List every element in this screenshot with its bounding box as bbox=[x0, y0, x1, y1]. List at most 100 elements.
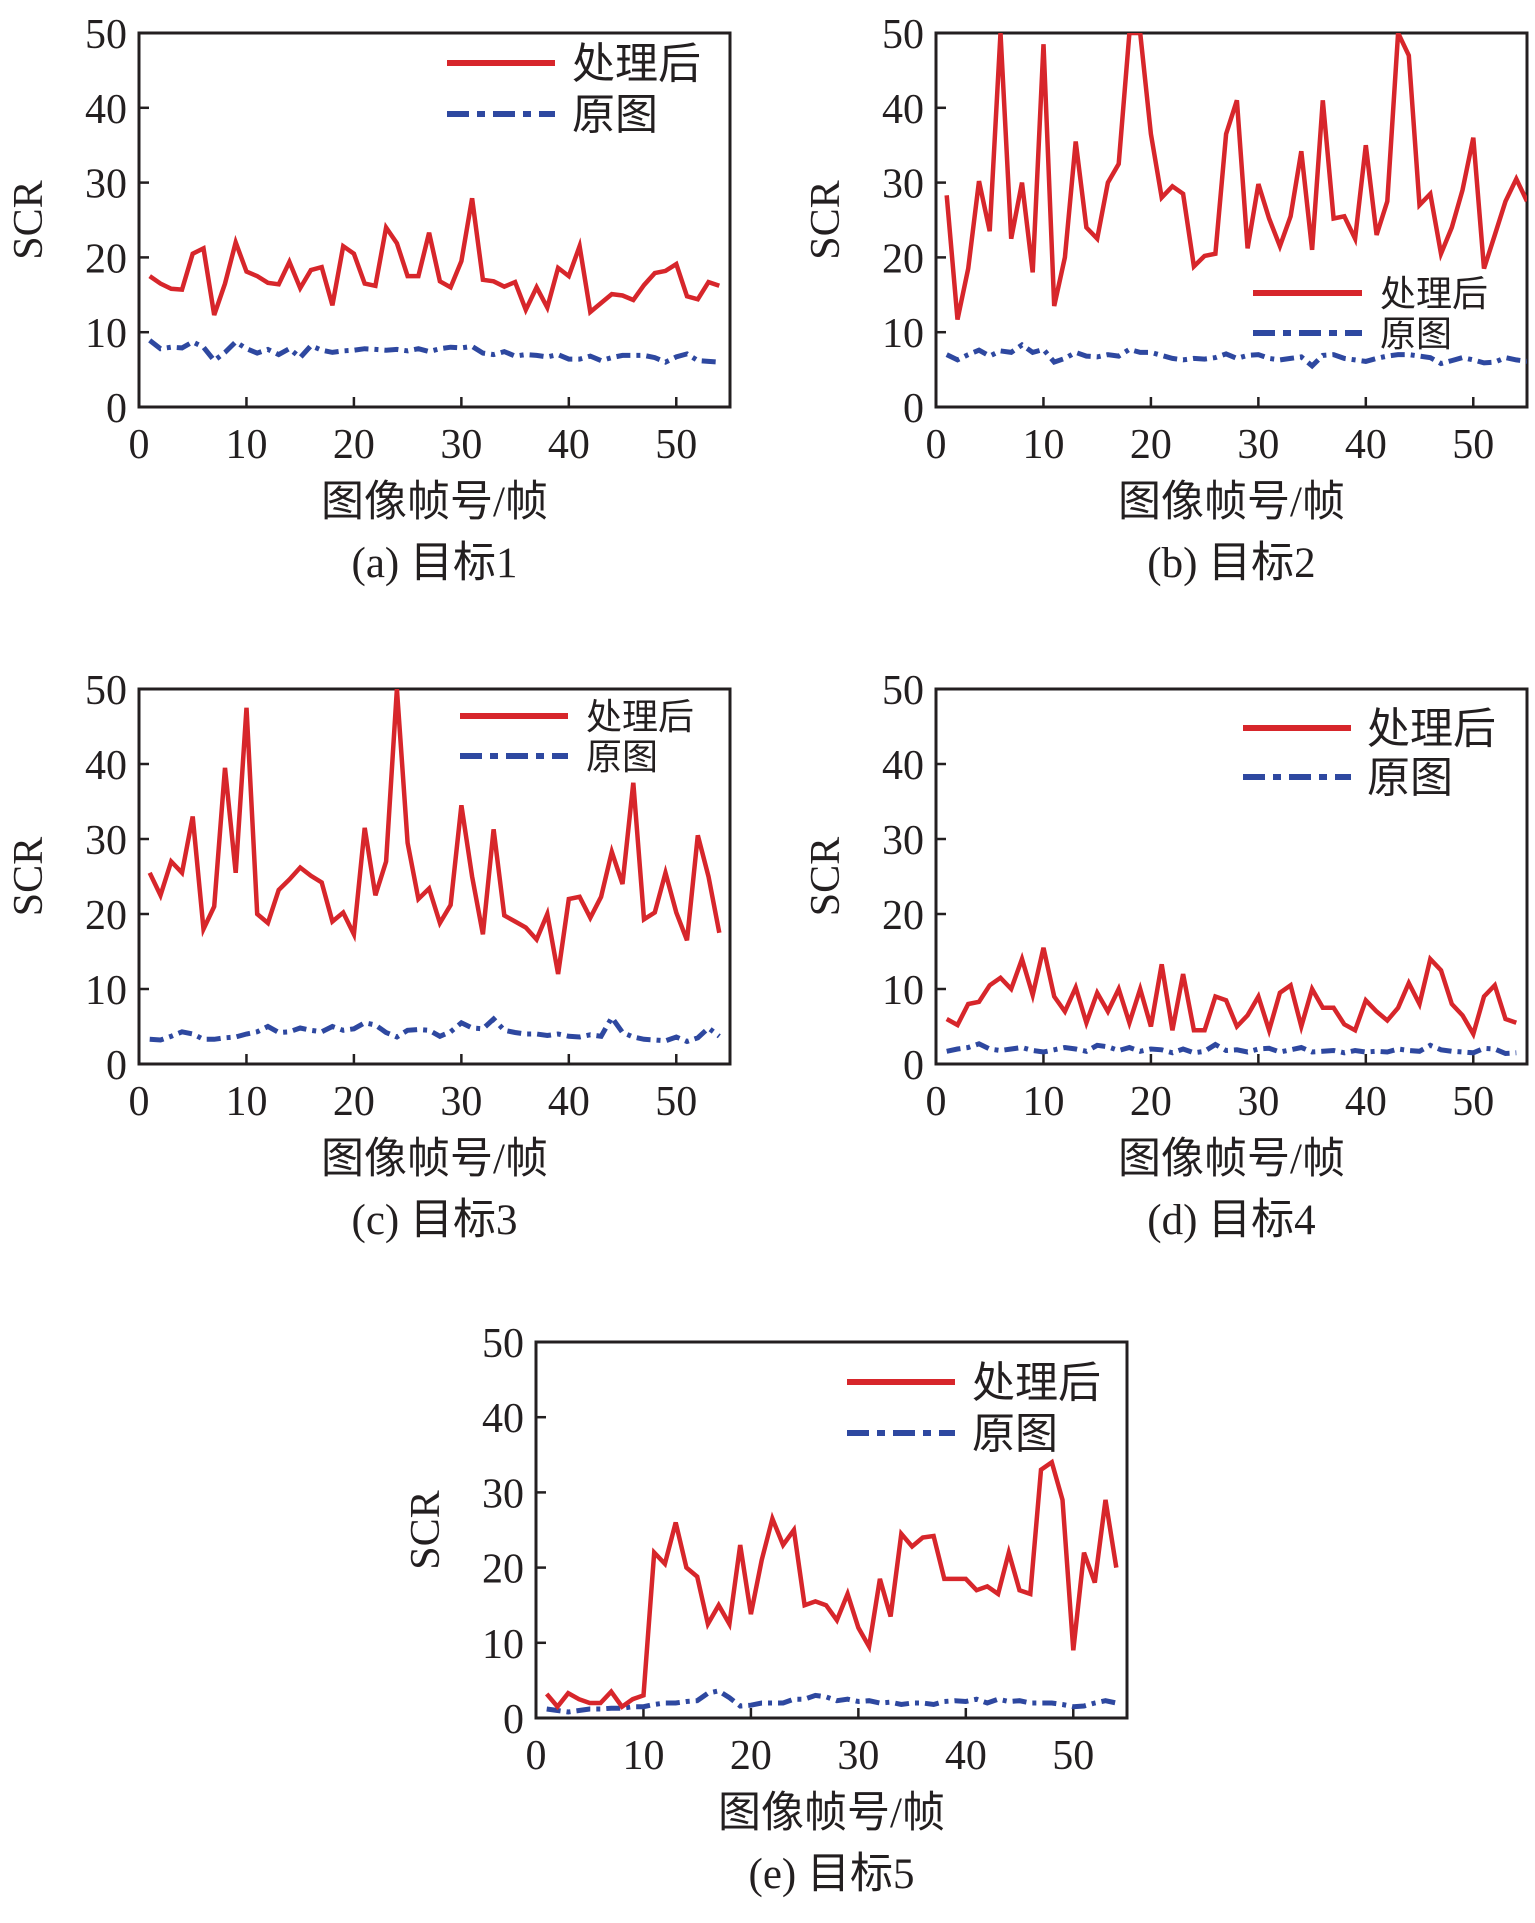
y-tick-label: 0 bbox=[106, 386, 127, 432]
chart-panel-4: 0 10 20 30 40 50 0 10 20 30 40 50 SCR 图像帧号/帧 (d) 目标4 处理… bbox=[803, 668, 1529, 1244]
series-line-processed bbox=[945, 947, 1518, 1040]
y-tick-label: 0 bbox=[903, 386, 924, 432]
x-axis-label: 图像帧号/帧 bbox=[718, 1790, 945, 1837]
y-tick-label: 10 bbox=[882, 311, 924, 357]
panel-caption: (d) 目标4 bbox=[1147, 1197, 1315, 1244]
y-tick-label: 0 bbox=[903, 1043, 924, 1089]
series-line-original bbox=[945, 341, 1527, 370]
y-tick-label: 50 bbox=[882, 668, 924, 714]
x-tick-label: 10 bbox=[225, 422, 267, 468]
panel-caption: (c) 目标3 bbox=[352, 1197, 518, 1244]
series-line-original bbox=[546, 1688, 1117, 1715]
legend-label-processed: 处理后 bbox=[572, 41, 701, 88]
legend-label-processed: 处理后 bbox=[972, 1360, 1101, 1407]
y-axis-label: SCR bbox=[403, 1490, 449, 1569]
panel-caption: (e) 目标5 bbox=[749, 1851, 915, 1898]
x-tick-label: 0 bbox=[129, 422, 150, 468]
x-tick-label: 30 bbox=[440, 422, 482, 468]
chart-panel-2: 0 10 20 30 40 50 0 10 20 30 40 50 SCR 图像帧号/帧 (b) 目标2 处理… bbox=[803, 12, 1529, 587]
y-tick-label: 10 bbox=[882, 968, 924, 1014]
x-tick-label: 0 bbox=[926, 422, 947, 468]
series-line-processed bbox=[944, 33, 1527, 320]
plot-frame bbox=[934, 687, 1529, 1066]
chart-panel-1: 0 10 20 30 40 50 0 10 20 30 40 50 SCR 图像帧号/帧 (a) 目标1 处理… bbox=[6, 12, 732, 587]
x-tick-label: 0 bbox=[926, 1079, 947, 1125]
series-line-processed bbox=[544, 1458, 1119, 1711]
x-tick-label: 20 bbox=[1130, 422, 1172, 468]
x-tick-label: 50 bbox=[1452, 1079, 1494, 1125]
y-tick-label: 10 bbox=[85, 311, 127, 357]
x-axis-label: 图像帧号/帧 bbox=[1118, 1136, 1345, 1183]
x-tick-label: 50 bbox=[1052, 1733, 1094, 1779]
y-tick-label: 30 bbox=[482, 1471, 524, 1517]
series-line-processed bbox=[147, 689, 722, 975]
y-axis-label: SCR bbox=[6, 837, 52, 916]
y-tick-label: 40 bbox=[882, 87, 924, 133]
plot-frame bbox=[534, 1340, 1129, 1720]
panel-caption: (b) 目标2 bbox=[1147, 540, 1315, 587]
x-tick-label: 10 bbox=[1022, 422, 1064, 468]
x-tick-label: 40 bbox=[548, 422, 590, 468]
series-line-processed bbox=[148, 197, 721, 317]
x-axis-label: 图像帧号/帧 bbox=[321, 1136, 548, 1183]
plot-frame bbox=[934, 31, 1529, 409]
y-axis-label: SCR bbox=[6, 180, 52, 259]
y-tick-label: 20 bbox=[882, 236, 924, 282]
x-axis-label: 图像帧号/帧 bbox=[1118, 479, 1345, 526]
legend-label-processed: 处理后 bbox=[1367, 706, 1496, 753]
y-tick-label: 0 bbox=[503, 1697, 524, 1743]
y-tick-label: 30 bbox=[882, 818, 924, 864]
y-tick-label: 40 bbox=[85, 743, 127, 789]
x-tick-label: 30 bbox=[1237, 1079, 1279, 1125]
y-tick-label: 20 bbox=[85, 236, 127, 282]
legend-label-processed: 处理后 bbox=[586, 697, 694, 737]
y-tick-label: 50 bbox=[482, 1321, 524, 1367]
y-tick-label: 40 bbox=[482, 1396, 524, 1442]
y-tick-label: 30 bbox=[882, 162, 924, 208]
y-tick-label: 20 bbox=[882, 893, 924, 939]
y-tick-label: 30 bbox=[85, 818, 127, 864]
x-tick-label: 30 bbox=[837, 1733, 879, 1779]
y-tick-label: 20 bbox=[482, 1547, 524, 1593]
y-axis-label: SCR bbox=[803, 180, 849, 259]
x-tick-label: 50 bbox=[655, 1079, 697, 1125]
y-tick-label: 40 bbox=[85, 87, 127, 133]
y-tick-label: 20 bbox=[85, 893, 127, 939]
y-tick-label: 0 bbox=[106, 1043, 127, 1089]
x-tick-label: 40 bbox=[548, 1079, 590, 1125]
y-tick-label: 50 bbox=[85, 12, 127, 58]
y-tick-label: 50 bbox=[85, 668, 127, 714]
legend-label-original: 原图 bbox=[1367, 755, 1453, 802]
y-axis-label: SCR bbox=[803, 837, 849, 916]
y-tick-label: 50 bbox=[882, 12, 924, 58]
x-tick-label: 10 bbox=[622, 1733, 664, 1779]
y-tick-label: 40 bbox=[882, 743, 924, 789]
plot-frame bbox=[137, 31, 732, 409]
x-tick-label: 10 bbox=[1022, 1079, 1064, 1125]
x-axis-label: 图像帧号/帧 bbox=[321, 479, 548, 526]
legend-label-original: 原图 bbox=[572, 92, 658, 139]
chart-panel-3: 0 10 20 30 40 50 0 10 20 30 40 50 SCR 图像帧号/帧 (c) 目标3 处理… bbox=[6, 668, 732, 1244]
x-tick-label: 20 bbox=[333, 1079, 375, 1125]
x-tick-label: 40 bbox=[1345, 1079, 1387, 1125]
x-tick-label: 20 bbox=[333, 422, 375, 468]
x-tick-label: 30 bbox=[440, 1079, 482, 1125]
x-tick-label: 10 bbox=[225, 1079, 267, 1125]
legend-label-original: 原图 bbox=[1380, 314, 1452, 354]
y-tick-label: 10 bbox=[85, 968, 127, 1014]
x-tick-label: 30 bbox=[1237, 422, 1279, 468]
legend-label-processed: 处理后 bbox=[1380, 274, 1488, 314]
x-tick-label: 0 bbox=[526, 1733, 547, 1779]
legend-label-original: 原图 bbox=[586, 737, 658, 777]
y-tick-label: 30 bbox=[85, 162, 127, 208]
y-tick-label: 10 bbox=[482, 1622, 524, 1668]
plot-frame bbox=[137, 687, 732, 1066]
series-line-original bbox=[148, 338, 720, 365]
panel-caption: (a) 目标1 bbox=[352, 540, 518, 587]
